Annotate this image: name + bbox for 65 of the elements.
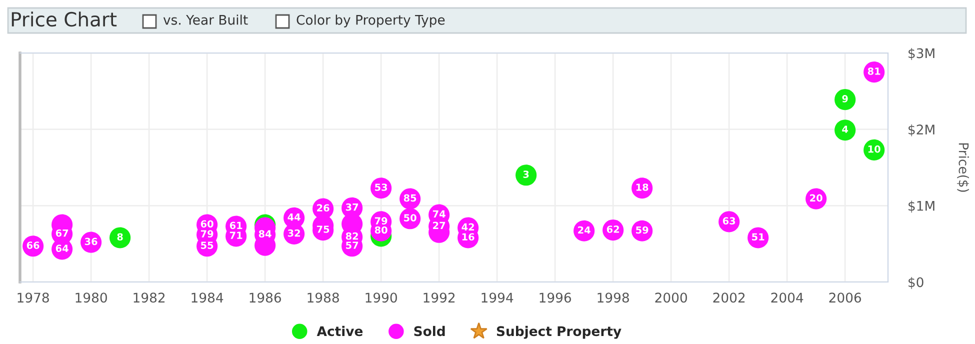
x-tick-label: 2000 xyxy=(655,292,687,303)
annotation: 36 xyxy=(84,238,98,246)
annotation: 42 xyxy=(462,223,474,230)
annotation: 81 xyxy=(868,68,880,75)
x-tick-label: 1996 xyxy=(540,292,572,303)
annotation: 82 xyxy=(346,232,358,240)
x-tick-label: 1988 xyxy=(308,292,339,303)
x-tick-label: 2006 xyxy=(829,292,862,303)
x-tick-label: 1980 xyxy=(76,292,107,303)
y-axis-title: Price($) xyxy=(956,143,969,192)
x-tick-label: 1984 xyxy=(192,292,224,303)
annotation: 67 xyxy=(56,229,68,237)
x-tick-label: 2002 xyxy=(713,292,745,303)
annotation: 85 xyxy=(404,194,416,202)
chart-title: Price Chart xyxy=(12,12,117,27)
x-tick-label: 2004 xyxy=(771,292,804,303)
annotation: 57 xyxy=(346,242,358,249)
y-tick-label: $2M xyxy=(908,124,934,136)
annotation: 71 xyxy=(230,232,242,239)
annotation: 64 xyxy=(56,244,68,252)
x-tick-label: 1986 xyxy=(250,292,282,303)
annotation: 27 xyxy=(433,222,446,229)
x-tick-label: 1994 xyxy=(482,292,514,303)
annotation: 53 xyxy=(375,184,388,191)
annotation: 10 xyxy=(868,145,880,153)
annotation: 66 xyxy=(26,242,40,249)
annotation: 24 xyxy=(578,226,590,234)
x-tick-label: 1992 xyxy=(424,292,455,303)
annotation: 61 xyxy=(230,222,242,230)
annotation: 62 xyxy=(606,226,619,233)
annotation: 4 xyxy=(842,126,848,133)
annotation: 84 xyxy=(258,230,272,238)
x-tick-label: 1998 xyxy=(598,292,629,303)
annotation: 80 xyxy=(374,226,388,234)
annotation: 79 xyxy=(200,230,214,238)
annotation: 9 xyxy=(842,95,848,102)
annotation: 26 xyxy=(317,204,330,212)
x-tick-label: 1990 xyxy=(366,292,397,303)
legend-label: Subject Property xyxy=(496,326,622,339)
y-tick-label: $0 xyxy=(908,276,924,289)
annotation: 51 xyxy=(752,233,764,241)
annotation: 63 xyxy=(722,217,736,225)
x-tick-label: 1978 xyxy=(18,292,49,303)
legend-label: Sold xyxy=(414,326,445,336)
annotation: 60 xyxy=(200,220,214,228)
annotation: 3 xyxy=(523,170,529,178)
annotation: 50 xyxy=(404,214,416,222)
x-tick-label: 1982 xyxy=(134,292,165,303)
annotation: 59 xyxy=(636,226,648,234)
legend-label: Active xyxy=(316,326,363,336)
annotation: 18 xyxy=(636,184,648,191)
text: Color by Property Type xyxy=(296,14,445,28)
annotation: 20 xyxy=(810,194,822,202)
annotation: 79 xyxy=(374,217,388,225)
y-tick-label: $1M xyxy=(908,200,934,213)
annotation: 55 xyxy=(201,242,214,249)
annotation: 37 xyxy=(346,203,358,211)
annotation: 74 xyxy=(432,210,446,218)
y-tick-label: $3M xyxy=(908,48,934,60)
annotation: 44 xyxy=(288,213,300,221)
annotation: 32 xyxy=(288,229,300,237)
annotation: 75 xyxy=(316,226,330,233)
annotation: 16 xyxy=(462,233,474,241)
text: vs. Year Built xyxy=(163,14,248,25)
annotation: 8 xyxy=(117,233,123,241)
